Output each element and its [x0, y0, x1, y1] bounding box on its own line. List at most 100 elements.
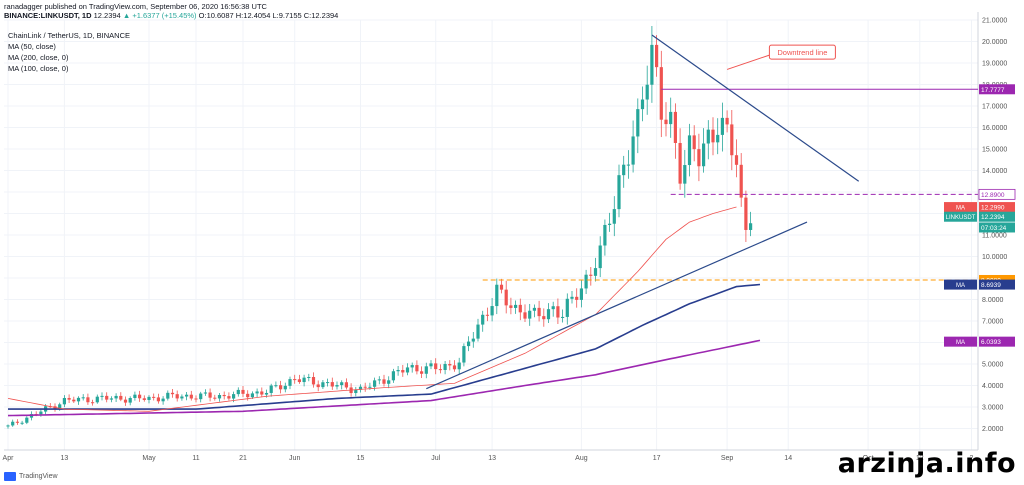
candle-body: [396, 370, 400, 372]
annotation-pointer: [726, 54, 770, 70]
candle-body: [499, 284, 504, 290]
last-price: 12.2394: [93, 11, 121, 20]
candle-body: [749, 223, 753, 230]
candle-body: [39, 411, 43, 415]
candle-body: [730, 124, 734, 156]
candle-body: [95, 396, 99, 403]
candle-body: [603, 224, 607, 246]
x-tick-label: 15: [357, 455, 365, 462]
candle-body: [109, 398, 113, 400]
candle-body: [636, 109, 640, 137]
y-tick-label: 8.0000: [982, 297, 1004, 304]
x-tick-label: Sep: [721, 455, 734, 462]
price-label-text: 12.2990: [981, 205, 1005, 212]
x-tick-label: Oct: [863, 455, 874, 462]
candle-body: [321, 382, 325, 388]
ticker-info: BINANCE:LINKUSDT, 1D 12.2394 ▲ +1.6377 (…: [4, 11, 338, 20]
candle-body: [711, 129, 715, 143]
candle-body: [556, 306, 560, 318]
candle-body: [246, 393, 250, 398]
candle-body: [678, 142, 682, 184]
price-label-left-text: MA: [956, 340, 965, 346]
candle-body: [471, 338, 475, 342]
candle-body: [542, 316, 546, 320]
watermark: arzinja.info: [837, 448, 1016, 479]
y-tick-label: 21.0000: [982, 18, 1007, 25]
candle-body: [514, 304, 518, 308]
candle-body: [175, 394, 179, 399]
candle-body: [128, 398, 132, 403]
candle-body: [138, 394, 142, 399]
candle-body: [457, 362, 461, 370]
candle-body: [213, 397, 217, 399]
candle-body: [706, 129, 710, 144]
x-tick-label: 14: [784, 455, 792, 462]
candle-body: [260, 391, 264, 395]
price-label-text: 12.8900: [981, 192, 1005, 199]
candle-body: [25, 417, 29, 423]
candle-body: [692, 135, 696, 150]
candle-body: [373, 380, 377, 387]
candle-body: [570, 296, 574, 299]
candle-body: [189, 394, 193, 399]
candle-body: [631, 136, 635, 165]
price-label: [979, 84, 1015, 95]
candle-body: [185, 394, 189, 397]
candle-body: [655, 44, 659, 68]
candle-body: [702, 143, 706, 167]
candle-body: [697, 149, 701, 167]
legend-ma50: MA (50, close): [8, 42, 56, 51]
candle-body: [551, 306, 555, 310]
candle-body: [518, 304, 522, 313]
y-tick-label: 10.0000: [982, 254, 1007, 261]
candle-body: [424, 366, 428, 374]
legend-ma100: MA (100, close, 0): [8, 64, 69, 73]
candle-body: [481, 314, 485, 325]
y-tick-label: 15.0000: [982, 147, 1007, 154]
candle-body: [720, 117, 724, 135]
y-tick-label: 5.0000: [982, 362, 1004, 369]
candle-body: [452, 365, 457, 370]
candle-body: [485, 314, 489, 316]
candle-body: [255, 391, 259, 394]
x-tick-label: 11: [192, 455, 199, 462]
candle-body: [203, 392, 207, 394]
x-tick-label: Jul: [431, 455, 440, 462]
legend-ma200: MA (200, close, 0): [8, 53, 69, 62]
candle-body: [612, 209, 616, 224]
candle-body: [123, 399, 128, 403]
candle-body: [467, 341, 471, 347]
candle-body: [575, 296, 579, 300]
y-tick-label: 7.0000: [982, 319, 1004, 326]
publish-info: ranadagger published on TradingView.com,…: [4, 2, 267, 11]
candle-body: [683, 165, 687, 184]
ma100-line: [8, 283, 761, 410]
y-tick-label: 19.0000: [982, 61, 1007, 68]
candle-body: [217, 394, 222, 399]
candle-body: [232, 394, 236, 399]
candle-body: [170, 392, 175, 395]
candle-body: [546, 309, 551, 320]
candle-body: [734, 155, 739, 165]
candle-body: [476, 324, 480, 339]
candle-body: [626, 164, 630, 166]
candle-body: [156, 397, 160, 402]
candle-body: [269, 385, 273, 393]
publish-text: ranadagger published on TradingView.com,…: [4, 2, 267, 11]
candle-body: [20, 422, 24, 424]
candle-body: [297, 379, 301, 383]
candle-body: [6, 425, 10, 427]
ma200-line: [7, 339, 761, 417]
candle-body: [443, 364, 447, 370]
candle-body: [744, 197, 748, 230]
candle-body: [640, 99, 645, 110]
y-tick-label: 17.0000: [982, 104, 1007, 111]
candle-body: [236, 389, 240, 395]
candle-body: [377, 379, 381, 381]
price-label: [979, 202, 1015, 213]
candle-body: [81, 397, 85, 399]
legend: ChainLink / TetherUS, 1D, BINANCE MA (50…: [8, 30, 130, 74]
candle-body: [650, 44, 654, 85]
x-tick-label: Jun: [289, 455, 300, 462]
candle-body: [669, 111, 673, 125]
